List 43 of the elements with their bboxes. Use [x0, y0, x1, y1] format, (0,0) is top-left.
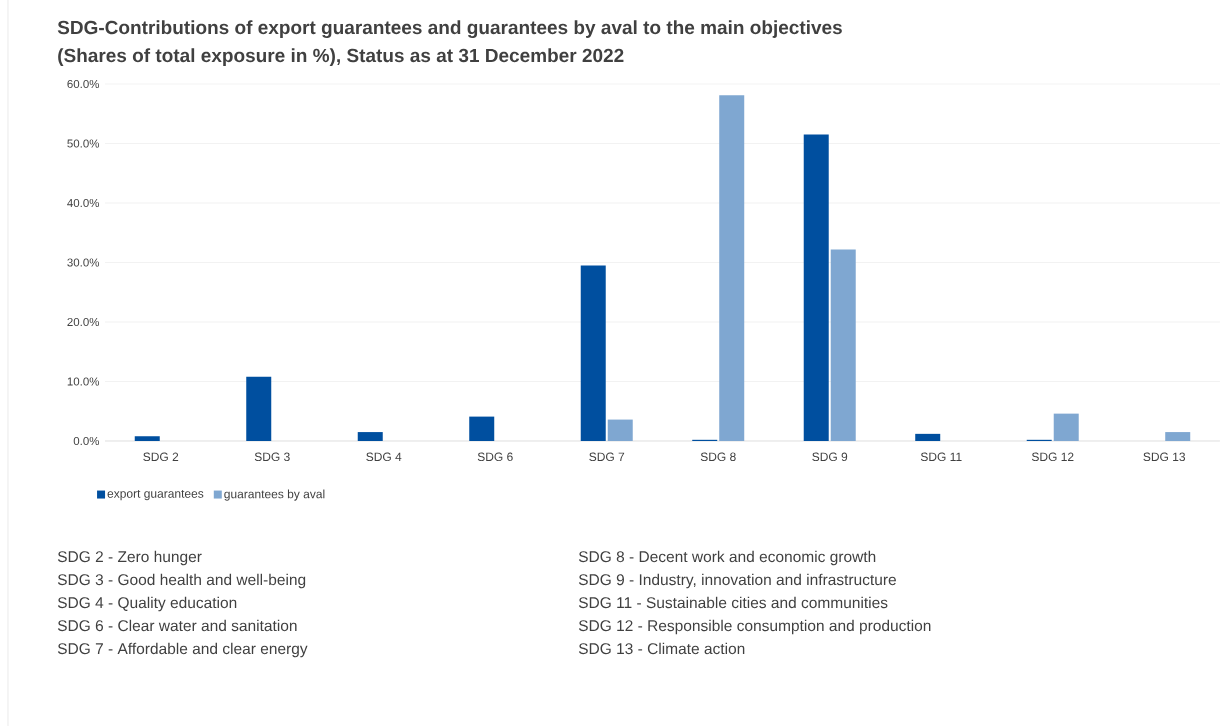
y-tick-label: 40.0% [67, 198, 100, 208]
bar [1053, 413, 1079, 441]
x-tick-label: SDG 11 [920, 452, 962, 462]
y-tick-label: 10.0% [67, 377, 100, 386]
bar [469, 416, 495, 441]
bar [357, 432, 383, 441]
text: SDG 2 - Zero hunger [57, 550, 202, 566]
bar [580, 265, 606, 441]
x-tick-label: SDG 3 [254, 452, 290, 462]
bar [246, 376, 272, 441]
bar [1165, 432, 1191, 441]
x-tick-label: SDG 7 [589, 452, 625, 462]
chart-subtitle: (Shares of total exposure in %), Status as at 31 December 2022 [58, 48, 624, 66]
y-tick-label: 60.0% [67, 79, 100, 89]
chart-title: SDG-Contributions of export guarantees and guarantees by aval to the main objectives [57, 20, 842, 39]
text: SDG 13 - Climate action [578, 642, 745, 655]
x-tick-label: SDG 13 [1143, 452, 1186, 462]
text: SDG 7 - Affordable and clear energy [57, 642, 308, 658]
y-tick-label: 50.0% [67, 139, 100, 148]
x-tick-label: SDG 6 [477, 452, 513, 462]
x-tick-label: SDG 9 [812, 452, 848, 462]
bar [915, 433, 941, 441]
x-tick-label: SDG 4 [366, 452, 402, 462]
legend-label: guarantees by aval [224, 489, 325, 501]
y-tick-label: 30.0% [67, 258, 100, 267]
x-tick-label: SDG 2 [143, 452, 179, 462]
bar [803, 134, 829, 441]
text: SDG 12 - Responsible consumption and production [578, 619, 931, 635]
text: SDG 3 - Good health and well-being [57, 573, 306, 589]
text: SDG 11 - Sustainable cities and communities [578, 596, 888, 609]
y-tick-label: 0.0% [73, 436, 100, 446]
bar [719, 95, 745, 441]
bar [830, 249, 856, 441]
legend-label: export guarantees [107, 489, 204, 501]
bar [607, 419, 633, 441]
y-tick-label: 20.0% [67, 317, 100, 327]
text: SDG 9 - Industry, innovation and infrastructure [578, 573, 896, 589]
x-tick-label: SDG 8 [700, 452, 736, 462]
x-tick-label: SDG 12 [1031, 452, 1074, 462]
text: SDG 4 - Quality education [57, 596, 237, 612]
text: SDG 6 - Clear water and sanitation [57, 619, 297, 632]
bar [134, 436, 160, 441]
text: SDG 8 - Decent work and economic growth [578, 550, 876, 566]
